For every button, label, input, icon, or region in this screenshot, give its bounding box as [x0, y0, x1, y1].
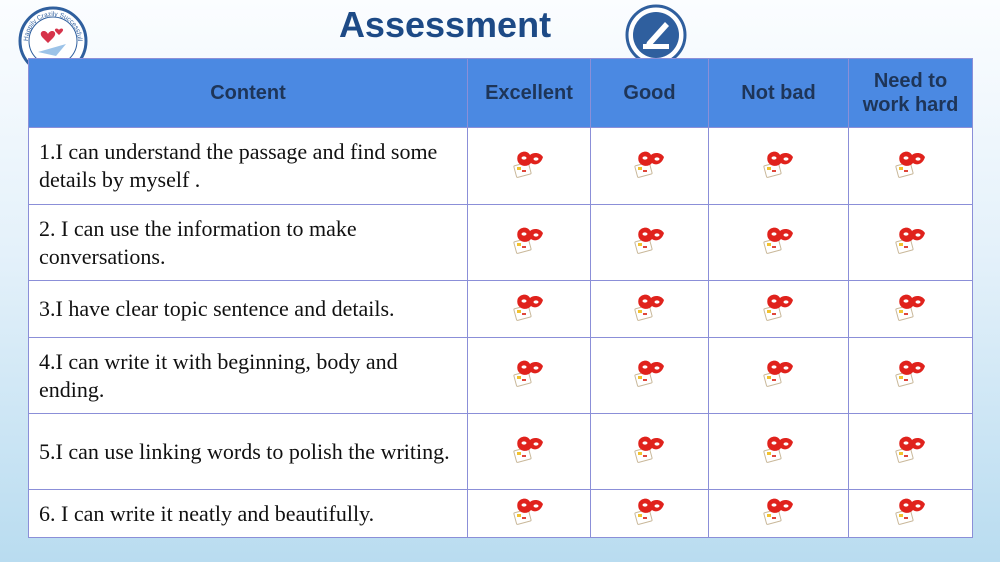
mask-icon	[513, 227, 543, 254]
column-header: Good	[590, 58, 709, 128]
mask-icon	[762, 294, 793, 321]
column-header: Content	[28, 58, 468, 128]
statement-cell: 6. I can write it neatly and beautifully…	[28, 489, 468, 538]
rating-cell	[590, 280, 709, 338]
rating-cell	[848, 337, 973, 414]
mask-icon	[762, 498, 793, 525]
rating-cell	[848, 489, 973, 538]
mask-icon	[633, 498, 664, 525]
statement-cell: 1.I can understand the passage and find …	[28, 127, 468, 205]
rating-cell	[467, 413, 591, 490]
rating-cell	[467, 337, 591, 414]
mask-icon	[762, 436, 793, 463]
pen-icon	[625, 4, 687, 66]
mask-icon	[633, 151, 664, 178]
rating-cell	[848, 280, 973, 338]
mask-icon	[633, 436, 664, 463]
table-row: 5.I can use linking words to polish the …	[28, 413, 973, 490]
table-row: 3.I have clear topic sentence and detail…	[28, 280, 973, 338]
title: Assessment	[338, 4, 552, 45]
rating-cell	[590, 204, 709, 281]
mask-icon	[894, 294, 925, 321]
rating-cell	[708, 489, 849, 538]
rating-cell	[467, 280, 591, 338]
rating-cell	[590, 413, 709, 490]
table-row: 1.I can understand the passage and find …	[28, 127, 973, 205]
mask-icon	[513, 360, 543, 387]
rating-cell	[590, 337, 709, 414]
mask-icon	[633, 360, 664, 387]
rating-cell	[590, 489, 709, 538]
assessment-table: Content Excellent Good Not bad Need to work …	[28, 58, 973, 538]
mask-icon	[762, 227, 793, 254]
mask-icon	[894, 360, 925, 387]
mask-icon	[513, 294, 543, 321]
mask-icon	[513, 498, 543, 525]
mask-icon	[513, 436, 543, 463]
column-header: Need to work hard	[848, 58, 973, 128]
rating-cell	[708, 204, 849, 281]
table-row: 6. I can write it neatly and beautifully…	[28, 489, 973, 538]
rating-cell	[467, 489, 591, 538]
table-row: 2. I can use the information to make con…	[28, 204, 973, 281]
statement-cell: 2. I can use the information to make con…	[28, 204, 468, 281]
mask-icon	[894, 498, 925, 525]
table-body: 1.I can understand the passage and find …	[28, 127, 973, 538]
mask-icon	[894, 436, 925, 463]
logo: Happily Crazily Successfully	[18, 6, 88, 76]
table-row: 4.I can write it with beginning, body an…	[28, 337, 973, 414]
column-header: Not bad	[708, 58, 849, 128]
statement-cell: 3.I have clear topic sentence and detail…	[28, 280, 468, 338]
rating-cell	[708, 127, 849, 205]
rating-cell	[848, 413, 973, 490]
mask-icon	[894, 227, 925, 254]
rating-cell	[708, 280, 849, 338]
mask-icon	[513, 151, 543, 178]
rating-cell	[467, 204, 591, 281]
mask-icon	[762, 360, 793, 387]
mask-icon	[762, 151, 793, 178]
rating-cell	[848, 204, 973, 281]
mask-icon	[894, 151, 925, 178]
rating-cell	[848, 127, 973, 205]
mask-icon	[633, 294, 664, 321]
statement-cell: 5.I can use linking words to polish the …	[28, 413, 468, 490]
rating-cell	[467, 127, 591, 205]
column-header: Excellent	[467, 58, 591, 128]
statement-cell: 4.I can write it with beginning, body an…	[28, 337, 468, 414]
mask-icon	[633, 227, 664, 254]
header-row: Content Excellent Good Not bad Need to work …	[28, 58, 973, 128]
rating-cell	[590, 127, 709, 205]
rating-cell	[708, 337, 849, 414]
rating-cell	[708, 413, 849, 490]
